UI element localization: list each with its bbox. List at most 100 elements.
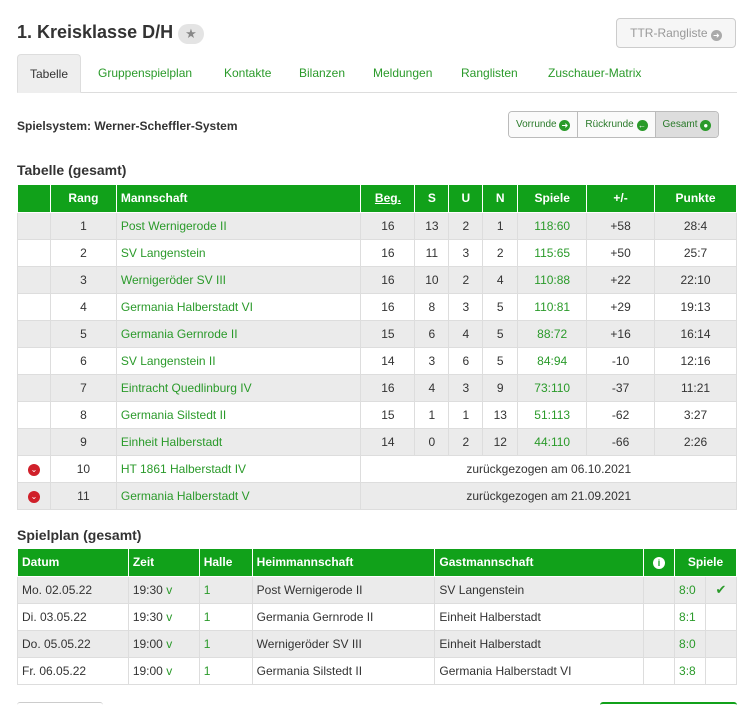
approval-cell — [705, 656, 737, 685]
col-marker — [17, 185, 51, 213]
zeit-cell: 19:00 v — [127, 656, 200, 685]
rang-cell: 3 — [49, 265, 117, 294]
punkte-cell: 3:27 — [654, 400, 737, 429]
spiele-link[interactable]: 88:72 — [537, 326, 568, 341]
col-info[interactable]: i — [643, 549, 676, 577]
spiele-link[interactable]: 110:88 — [534, 272, 571, 287]
col-punkte: Punkte — [654, 185, 737, 213]
schedule-row: Do. 05.05.22 19:00 v 1 Wernigeröder SV III E… — [17, 629, 737, 658]
datum-cell: Do. 05.05.22 — [17, 629, 129, 658]
verlegt-flag[interactable]: v — [166, 636, 173, 651]
beg-cell: 15 — [360, 400, 416, 429]
spiele-link[interactable]: 8:0 — [679, 582, 696, 597]
spielsystem-label: Spielsystem: Werner-Scheffler-System — [17, 119, 238, 133]
u-cell: 2 — [448, 265, 484, 294]
beg-cell: 16 — [360, 211, 416, 240]
halle-link[interactable]: 1 — [203, 609, 211, 624]
spiele-link[interactable]: 44:110 — [534, 434, 571, 449]
phase-label: Rückrunde — [585, 119, 634, 130]
team-link[interactable]: Einheit Halberstadt — [120, 434, 223, 449]
table-row: 5 Germania Gernrode II 15 6 4 5 88:72 +16 16:14 — [17, 319, 737, 348]
team-link[interactable]: SV Langenstein II — [120, 353, 216, 368]
s-cell: 1 — [414, 400, 450, 429]
spiele-cell: 88:72 — [517, 319, 588, 348]
team-cell: Germania Gernrode II — [115, 319, 362, 348]
verlegt-flag[interactable]: v — [166, 609, 173, 624]
spiele-link[interactable]: 8:0 — [679, 636, 696, 651]
tab-zuschauer-matrix[interactable]: Zuschauer-Matrix — [548, 66, 642, 80]
spiele-link[interactable]: 110:81 — [534, 299, 571, 314]
phase-vorrunde-button[interactable]: Vorrunde ➜ — [509, 112, 579, 137]
n-cell: 9 — [482, 373, 519, 402]
table-row: 8 Germania Silstedt II 15 1 1 13 51:113 -62 3:27 — [17, 400, 737, 429]
page-title: 1. Kreisklasse D/H — [17, 22, 174, 42]
spiele-link[interactable]: 3:8 — [679, 663, 696, 678]
verlegt-flag[interactable]: v — [166, 663, 173, 678]
team-link[interactable]: Eintracht Quedlinburg IV — [120, 380, 252, 395]
col-zeit: Zeit — [127, 549, 200, 577]
row-marker: ⌄ — [17, 481, 51, 510]
team-cell: Germania Silstedt II — [115, 400, 362, 429]
info-cell — [643, 602, 676, 631]
footer-button-right[interactable] — [600, 702, 737, 705]
table-row: 7 Eintracht Quedlinburg IV 16 4 3 9 73:110 -37 1… — [17, 373, 737, 402]
row-marker — [17, 265, 51, 294]
team-link[interactable]: Germania Gernrode II — [120, 326, 238, 341]
punkte-cell: 25:7 — [654, 238, 737, 267]
u-cell: 6 — [448, 346, 484, 375]
team-link[interactable]: Germania Halberstadt VI — [120, 299, 253, 314]
halle-link[interactable]: 1 — [203, 663, 211, 678]
s-cell: 11 — [414, 238, 450, 267]
tab-kontakte[interactable]: Kontakte — [224, 66, 272, 80]
tab-ranglisten[interactable]: Ranglisten — [461, 66, 518, 80]
row-marker — [17, 400, 51, 429]
zeit-value: 19:00 — [132, 636, 163, 651]
info-icon[interactable]: i — [653, 557, 666, 570]
team-link[interactable]: SV Langenstein — [120, 245, 206, 260]
punkte-cell: 22:10 — [654, 265, 737, 294]
chevron-down-circle-icon[interactable]: ⌄ — [27, 464, 40, 476]
col-beg[interactable]: Beg. — [360, 185, 416, 213]
beg-cell: 16 — [360, 373, 416, 402]
n-cell: 12 — [482, 427, 519, 456]
halle-link[interactable]: 1 — [203, 582, 211, 597]
tab-gruppenspielplan[interactable]: Gruppenspielplan — [98, 66, 193, 80]
tab-bilanzen[interactable]: Bilanzen — [299, 66, 346, 80]
n-cell: 2 — [482, 238, 519, 267]
team-link[interactable]: Germania Silstedt II — [120, 407, 227, 422]
rang-cell: 2 — [49, 238, 117, 267]
zeit-value: 19:30 — [132, 609, 163, 624]
halle-link[interactable]: 1 — [203, 636, 211, 651]
spiele-link[interactable]: 51:113 — [534, 407, 571, 422]
team-link[interactable]: Post Wernigerode II — [120, 218, 227, 233]
spiele-link[interactable]: 8:1 — [679, 609, 696, 624]
punkte-cell: 12:16 — [654, 346, 737, 375]
favorite-star-icon[interactable]: ★ — [178, 24, 204, 44]
verlegt-flag[interactable]: v — [166, 582, 173, 597]
team-link[interactable]: Wernigeröder SV III — [120, 272, 227, 287]
spiele-cell: 84:94 — [517, 346, 588, 375]
beg-cell: 16 — [360, 265, 416, 294]
spiele-cell: 8:0 — [674, 629, 706, 658]
ttr-rangliste-button[interactable]: TTR-Rangliste ➜ — [616, 18, 736, 48]
team-link[interactable]: Germania Halberstadt V — [120, 488, 250, 503]
diff-cell: -10 — [586, 346, 656, 375]
col-n: N — [482, 185, 519, 213]
withdrawn-note: zurückgezogen am 06.10.2021 — [360, 454, 737, 483]
spiele-link[interactable]: 118:60 — [534, 218, 571, 233]
col-spiele: Spiele — [517, 185, 588, 213]
halle-cell: 1 — [198, 629, 253, 658]
tab-meldungen[interactable]: Meldungen — [373, 66, 433, 80]
phase-rueckrunde-button[interactable]: Rückrunde ← — [578, 112, 656, 137]
phase-gesamt-button[interactable]: Gesamt ● — [655, 112, 719, 137]
chevron-down-circle-icon[interactable]: ⌄ — [27, 491, 40, 503]
spiele-link[interactable]: 73:110 — [534, 380, 571, 395]
spiele-link[interactable]: 115:65 — [534, 245, 571, 260]
punkte-cell: 28:4 — [654, 211, 737, 240]
team-link[interactable]: HT 1861 Halberstadt IV — [120, 461, 247, 476]
spiele-link[interactable]: 84:94 — [537, 353, 568, 368]
team-cell: Einheit Halberstadt — [115, 427, 362, 456]
diff-cell: -66 — [586, 427, 656, 456]
footer-button-left[interactable] — [17, 702, 103, 705]
tab-tabelle[interactable]: Tabelle — [17, 54, 81, 93]
